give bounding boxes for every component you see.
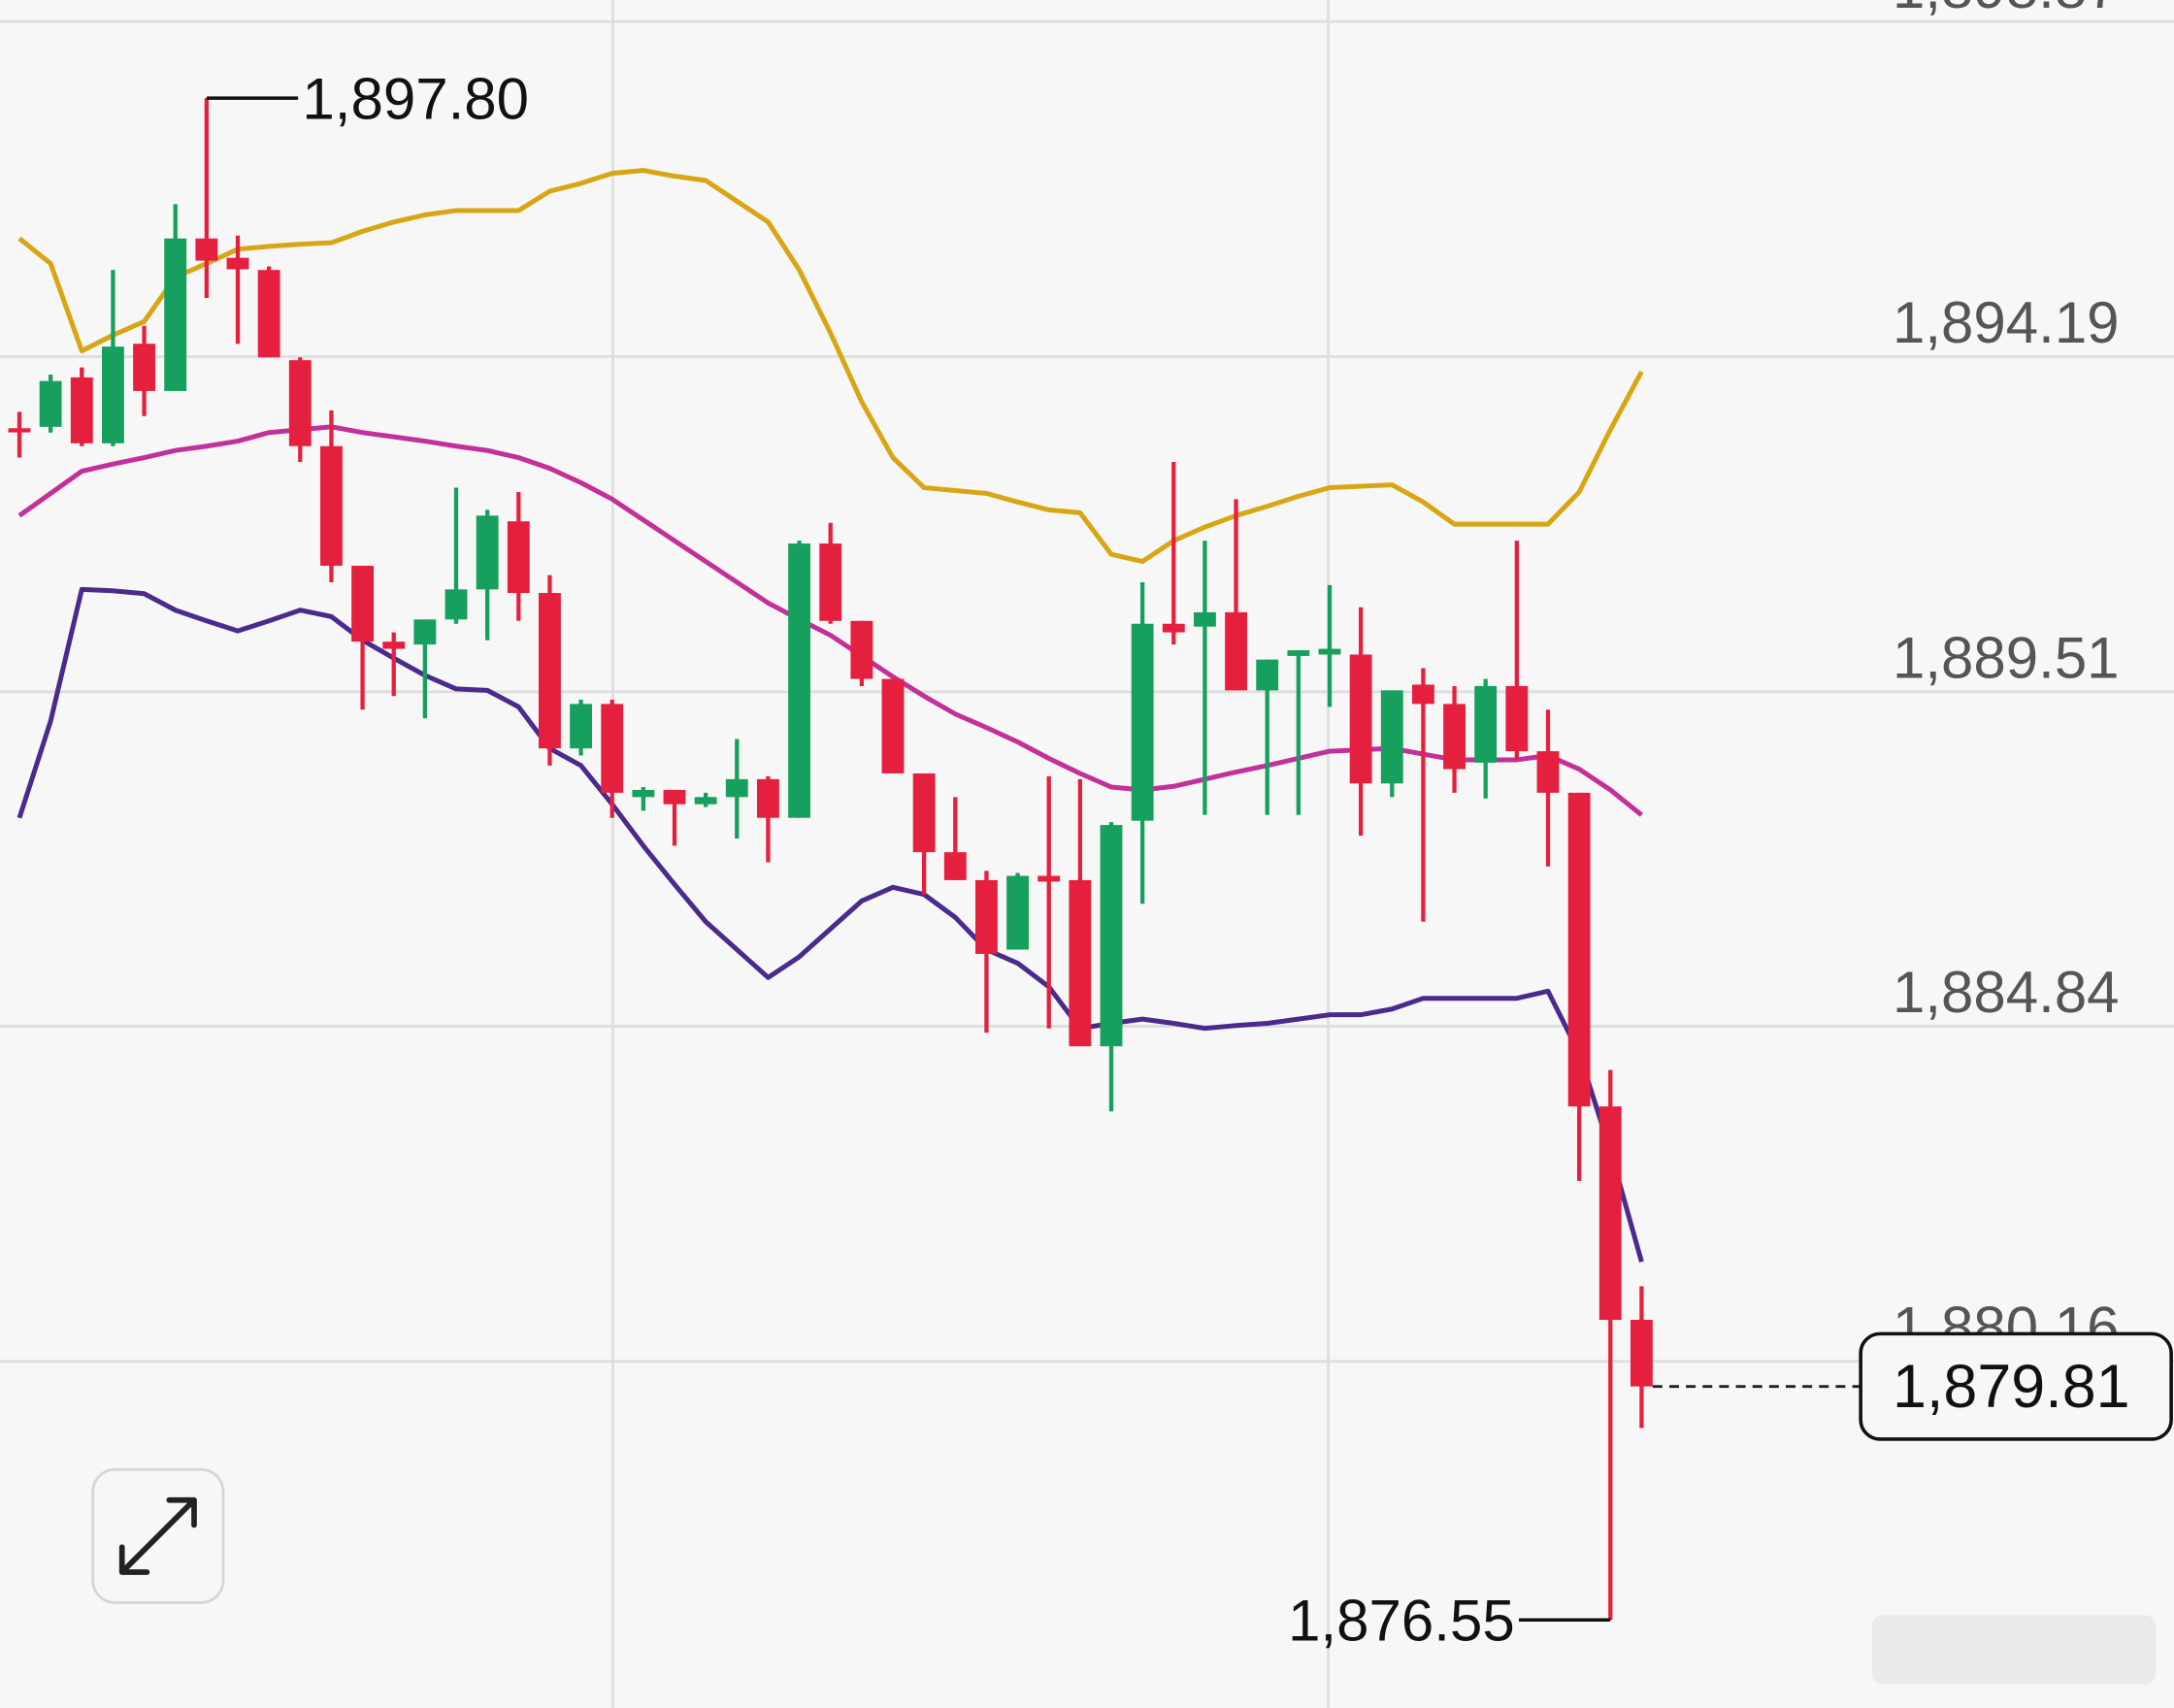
y-tick-label: 1,884.84 — [1893, 960, 2120, 1025]
candle-body — [164, 238, 187, 391]
candle-body — [351, 565, 374, 642]
candle-body — [8, 428, 31, 433]
candle-body — [1006, 875, 1029, 950]
candle-body — [539, 593, 561, 749]
candle-body — [133, 344, 155, 391]
y-tick-label: 1,889.51 — [1893, 626, 2120, 691]
candle-body — [1038, 875, 1061, 882]
candle-body — [975, 879, 998, 954]
labels: 1,880.161,884.841,889.511,894.191,898.87… — [206, 0, 2173, 1654]
candle-body — [226, 257, 249, 270]
candle-body — [445, 589, 468, 620]
candle-body — [788, 543, 810, 818]
candle-body — [1349, 654, 1372, 784]
candle-body — [195, 238, 218, 261]
candle-body — [912, 772, 936, 853]
candle-body — [1412, 684, 1434, 705]
y-tick-label: 1,898.87 — [1893, 0, 2120, 20]
annotation-label: 1,897.80 — [302, 67, 529, 132]
watermark — [1871, 1615, 2157, 1685]
candle-body — [943, 852, 967, 880]
candle-body — [819, 543, 842, 621]
candle-body — [413, 619, 437, 645]
expand-icon[interactable] — [118, 1496, 197, 1575]
y-tick-label: 1,894.19 — [1893, 290, 2120, 355]
candle-body — [757, 778, 779, 818]
band-line — [17, 168, 1644, 565]
candle-body — [382, 641, 406, 649]
band-line — [16, 586, 1644, 1263]
candle-body — [632, 789, 655, 798]
candle-body — [850, 620, 873, 679]
candle-body — [570, 704, 592, 749]
candle-body — [288, 360, 312, 446]
annotation-label: 1,876.55 — [1288, 1589, 1515, 1654]
candle-body — [1287, 650, 1310, 656]
candle-body — [1474, 685, 1498, 763]
candle-body — [694, 797, 717, 805]
candle-body — [1380, 690, 1403, 784]
last-price-box — [1859, 1331, 2173, 1441]
candle-body — [507, 521, 530, 594]
candle-body — [476, 515, 499, 590]
candle-body — [663, 789, 686, 805]
candle-body — [102, 346, 124, 443]
candle-body — [881, 678, 905, 773]
candle-body — [257, 270, 280, 358]
candles — [8, 98, 1653, 1621]
candle-body — [39, 380, 62, 427]
candle-body — [1225, 611, 1247, 691]
candle-body — [1630, 1320, 1653, 1387]
last-price-label: 1,879.81 — [1893, 1353, 2130, 1421]
candle-body — [1194, 611, 1216, 627]
candle-body — [1567, 792, 1591, 1107]
candle-body — [1100, 825, 1123, 1047]
candle-body — [1131, 623, 1154, 821]
candle-body — [1598, 1106, 1622, 1321]
candle-body — [1318, 648, 1341, 655]
candle-body — [1256, 659, 1279, 691]
expand-button[interactable] — [91, 1467, 225, 1604]
candle-body — [320, 445, 343, 566]
candle-body — [1505, 685, 1529, 752]
candle-body — [1536, 751, 1560, 793]
candle-body — [1443, 704, 1466, 770]
candle-body — [1162, 623, 1185, 633]
candle-body — [1069, 879, 1092, 1047]
candle-body — [601, 704, 624, 793]
candle-body — [725, 778, 748, 798]
candle-body — [70, 377, 93, 443]
